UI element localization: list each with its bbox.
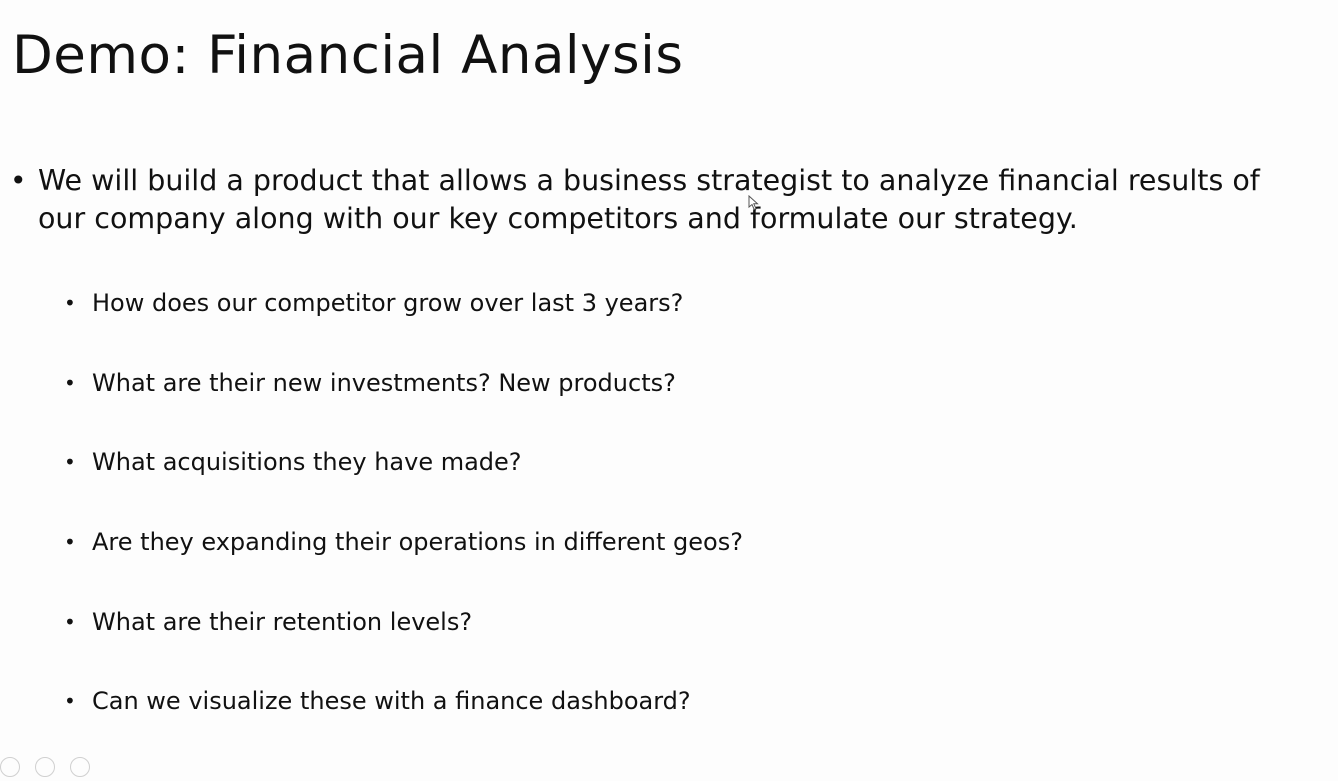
slide: Demo: Financial Analysis • We will build… xyxy=(0,25,1260,777)
sub-bullet: • xyxy=(64,609,76,634)
sub-bullet: • xyxy=(64,370,76,395)
sub-bullet: • xyxy=(64,450,76,475)
mouse-cursor-icon xyxy=(748,195,759,211)
sub-bullet: • xyxy=(64,689,76,714)
sub-bullet: • xyxy=(64,291,76,315)
sub-point-text: How does our competitor grow over last 3… xyxy=(92,289,684,317)
slide-menu-icon[interactable] xyxy=(35,757,56,777)
sub-point-text: What are their retention levels? xyxy=(92,607,473,636)
slide-title: Demo: Financial Analysis xyxy=(12,25,684,86)
main-point-text: We will build a product that allows a bu… xyxy=(38,164,1260,235)
sub-point-text: What acquisitions they have made? xyxy=(92,448,522,477)
sub-point-text: What are their new investments? New prod… xyxy=(92,368,676,397)
sub-point-text: Are they expanding their operations in d… xyxy=(92,528,743,557)
sub-bullet: • xyxy=(64,530,76,555)
next-slide-icon[interactable] xyxy=(70,757,91,777)
previous-slide-icon[interactable] xyxy=(0,757,20,777)
slideshow-controls[interactable] xyxy=(0,757,100,777)
main-bullet: • xyxy=(10,164,27,197)
sub-point-text: Can we visualize these with a finance da… xyxy=(92,687,691,716)
